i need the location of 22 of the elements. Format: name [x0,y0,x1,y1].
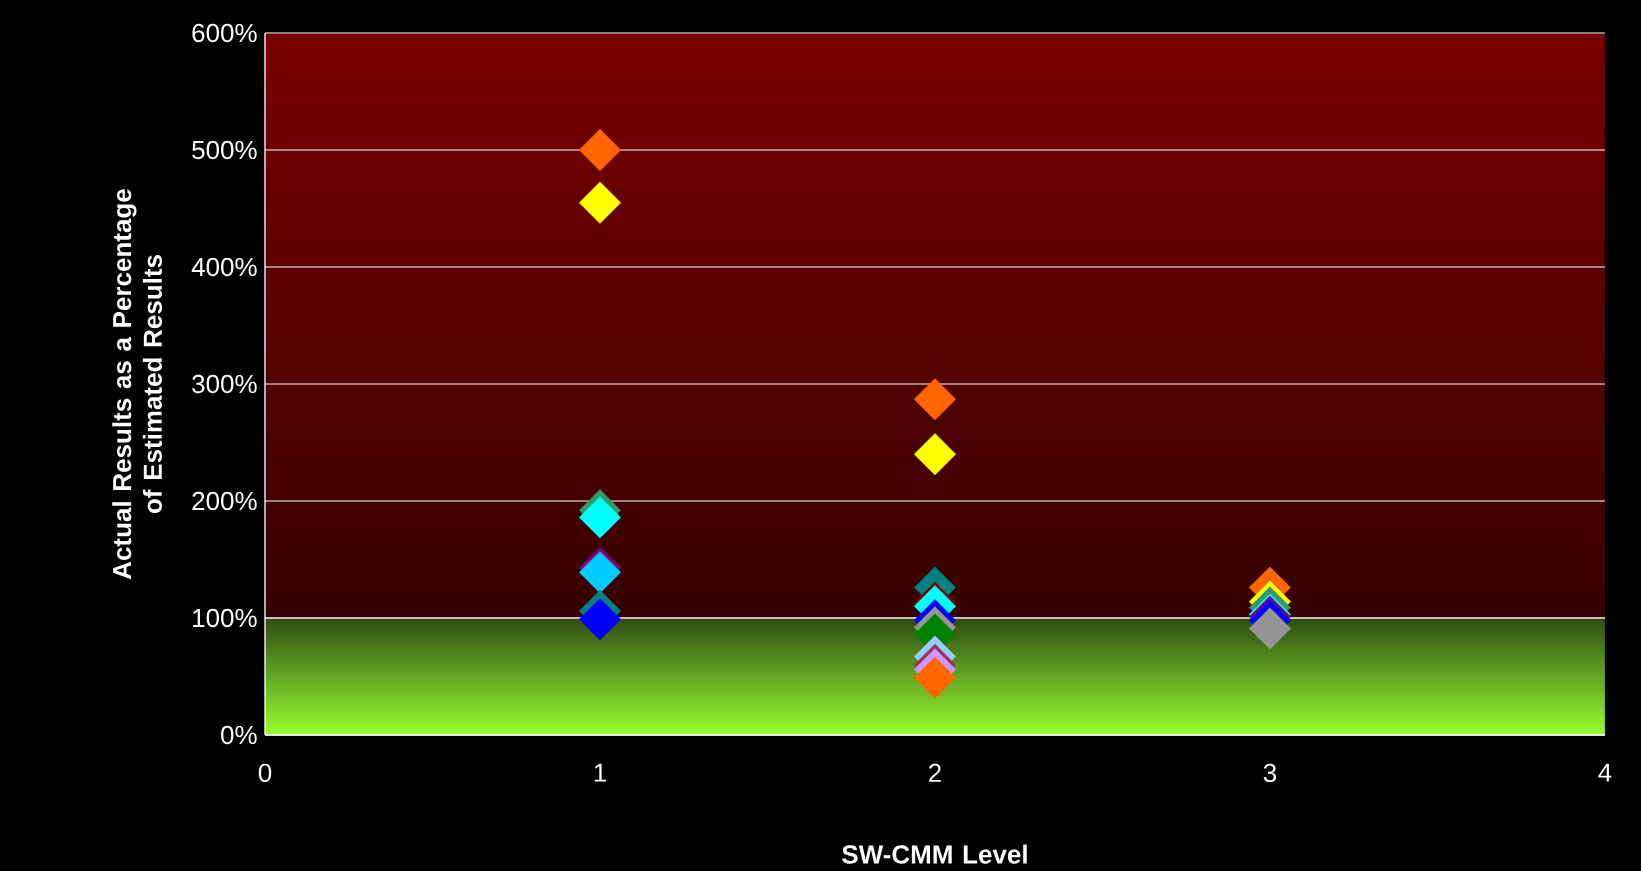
point [913,433,956,476]
point [578,128,621,172]
point [578,598,621,641]
point [913,656,956,699]
y-tick-label: 300% [192,374,257,394]
y-tick-label: 500% [192,140,257,160]
x-axis-title: SW-CMM Level [842,844,1027,864]
x-tick-label: 0 [258,763,272,783]
point [913,378,956,421]
point [578,496,621,539]
y-tick-label: 600% [192,23,257,43]
x-tick-label: 4 [1598,763,1612,782]
point [1248,607,1291,650]
y-tick-label: 100% [193,608,257,628]
y-axis-title: Actual Results as a Percentage of Estimated Results [112,189,162,580]
y-tick-label: 200% [192,491,257,511]
x-tick-label: 1 [594,763,606,782]
y-tick-label: 0% [221,725,257,745]
point [578,181,621,224]
y-tick-label: 400% [191,257,257,277]
x-tick-label: 3 [1263,763,1277,783]
x-tick-label: 2 [929,763,941,782]
